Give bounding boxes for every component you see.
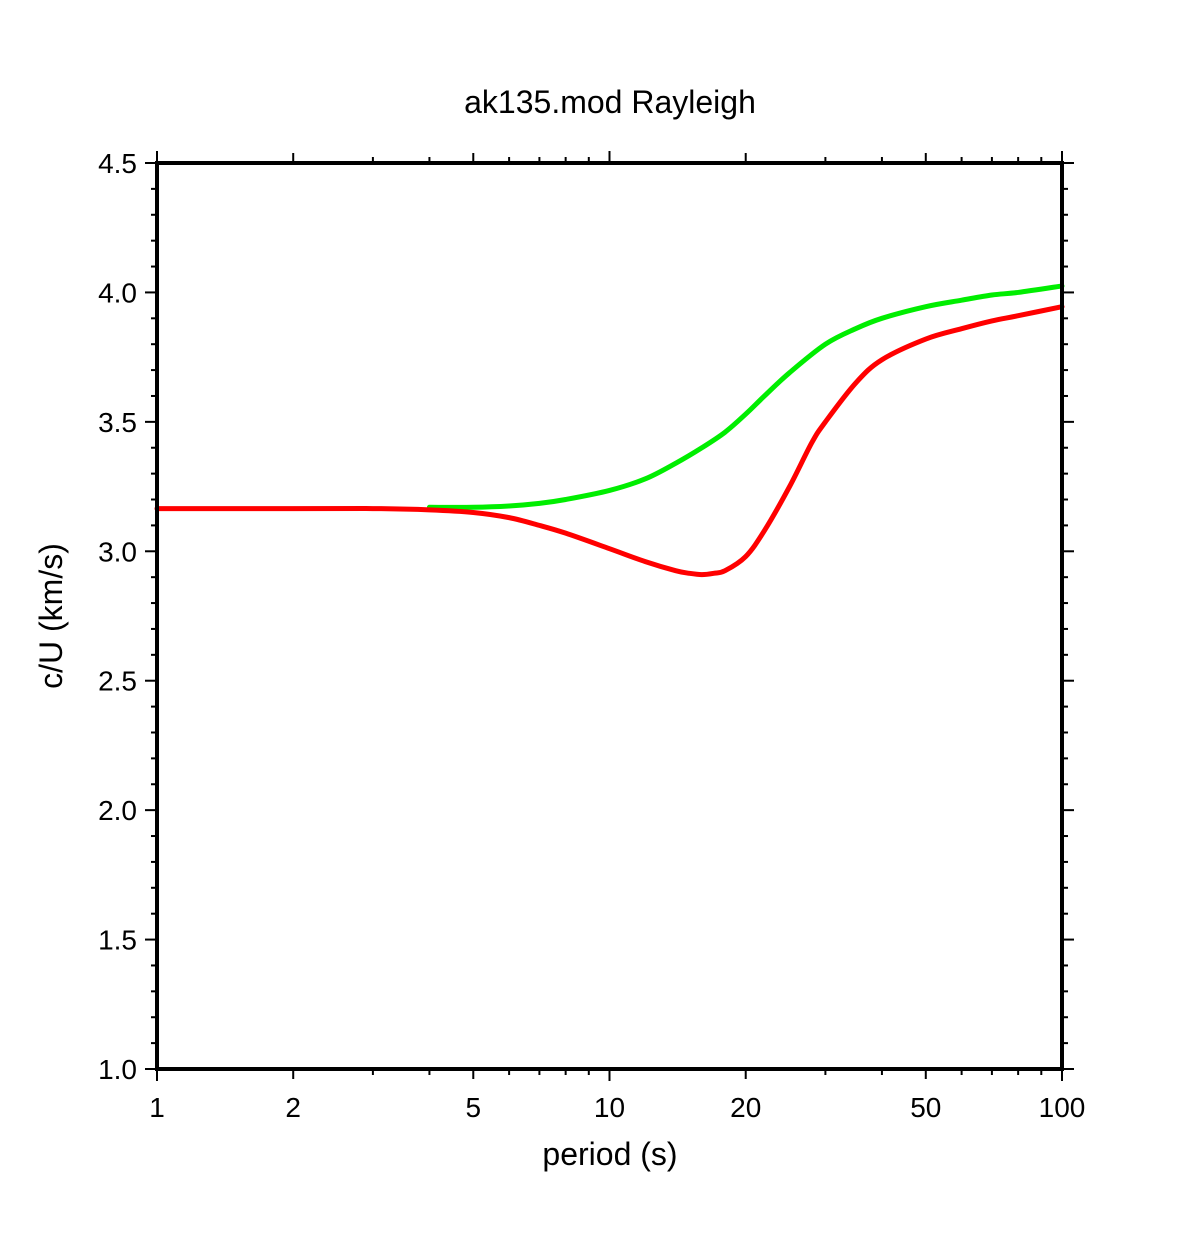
y-tick-label: 3.0 (98, 536, 137, 567)
y-tick-label: 2.5 (98, 666, 137, 697)
x-tick-label: 1 (149, 1092, 165, 1123)
plot-frame (155, 161, 1064, 1071)
x-tick-label: 50 (910, 1092, 941, 1123)
series-group (154, 283, 1065, 578)
y-tick-label: 1.5 (98, 925, 137, 956)
series-line-green (426, 283, 1065, 510)
axis-ticks (145, 151, 1074, 1081)
x-axis-label: period (s) (542, 1136, 677, 1172)
y-axis-label: c/U (km/s) (33, 543, 69, 689)
x-tick-label: 10 (594, 1092, 625, 1123)
y-tick-label: 2.0 (98, 795, 137, 826)
x-tick-label: 2 (285, 1092, 301, 1123)
tick-labels: 1 2 5 10 20 50 100 1.0 1.5 2.0 2.5 3.0 3.5 4.0 4.5 (98, 148, 1085, 1123)
chart-title: ak135.mod Rayleigh (464, 84, 756, 120)
y-tick-label: 1.0 (98, 1054, 137, 1085)
x-tick-label: 100 (1039, 1092, 1086, 1123)
y-tick-label: 4.0 (98, 277, 137, 308)
y-tick-label: 4.5 (98, 148, 137, 179)
y-tick-label: 3.5 (98, 407, 137, 438)
x-tick-label: 5 (465, 1092, 481, 1123)
x-tick-label: 20 (730, 1092, 761, 1123)
series-line-red (154, 304, 1065, 578)
